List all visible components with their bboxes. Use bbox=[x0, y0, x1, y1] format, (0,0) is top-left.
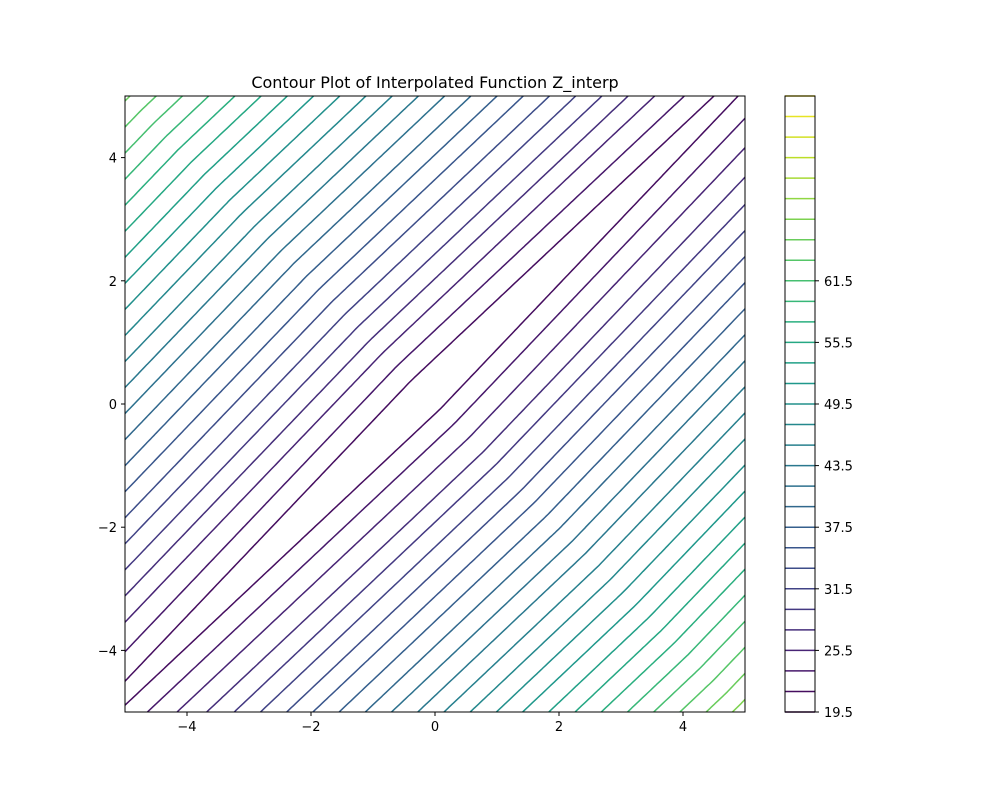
colorbar-tick-label: 61.5 bbox=[824, 275, 853, 290]
contour-line bbox=[125, 96, 745, 712]
chart-title: Contour Plot of Interpolated Function Z_… bbox=[251, 73, 618, 93]
y-tick-label: 0 bbox=[109, 398, 117, 413]
plot-frame bbox=[124, 95, 746, 713]
contour-line bbox=[125, 96, 739, 706]
colorbar-tick-label: 49.5 bbox=[824, 398, 853, 413]
contour-line bbox=[125, 96, 745, 712]
y-tick-label: −4 bbox=[98, 644, 117, 659]
y-tick-label: −2 bbox=[98, 521, 117, 536]
x-axis: −4 −2 0 2 4 bbox=[177, 712, 687, 735]
contour-line bbox=[731, 698, 745, 712]
contour-line bbox=[125, 96, 745, 712]
x-tick-label: −2 bbox=[301, 720, 320, 735]
plot-area: −4 −2 0 2 4 −4 −2 0 2 4 bbox=[98, 95, 746, 735]
x-tick-label: 2 bbox=[555, 720, 563, 735]
x-tick-label: 0 bbox=[431, 720, 439, 735]
contour-line bbox=[125, 96, 745, 712]
contour-line bbox=[125, 96, 745, 712]
contour-line bbox=[125, 96, 745, 712]
contour-line bbox=[125, 96, 745, 712]
contour-line bbox=[125, 96, 745, 712]
colorbar-tick-label: 25.5 bbox=[824, 644, 853, 659]
contour-line bbox=[125, 96, 745, 712]
colorbar-tick-label: 19.5 bbox=[824, 706, 853, 721]
x-tick-label: −4 bbox=[177, 720, 196, 735]
contour-line bbox=[125, 96, 745, 712]
colorbar-tick-label: 31.5 bbox=[824, 583, 853, 598]
x-tick-label: 4 bbox=[679, 720, 687, 735]
colorbar-tick-label: 43.5 bbox=[824, 460, 853, 475]
contour-lines bbox=[125, 96, 745, 712]
contour-line bbox=[125, 96, 745, 712]
y-axis: −4 −2 0 2 4 bbox=[98, 152, 125, 659]
colorbar-tick-label: 55.5 bbox=[824, 336, 853, 351]
y-tick-label: 2 bbox=[109, 275, 117, 290]
contour-line bbox=[125, 96, 745, 712]
colorbar: 19.5 25.5 31.5 37.5 43.5 49.5 55.5 61.5 bbox=[784, 95, 853, 721]
contour-line bbox=[125, 96, 745, 712]
contour-line bbox=[125, 96, 745, 712]
colorbar-tick-label: 37.5 bbox=[824, 521, 853, 536]
contour-line bbox=[125, 96, 745, 712]
contour-line bbox=[125, 96, 745, 712]
contour-line bbox=[125, 96, 745, 712]
contour-line bbox=[125, 96, 745, 712]
contour-line bbox=[125, 96, 745, 712]
contour-line bbox=[125, 96, 745, 712]
y-tick-label: 4 bbox=[109, 152, 117, 167]
contour-line bbox=[125, 96, 745, 712]
contour-line bbox=[125, 96, 745, 712]
